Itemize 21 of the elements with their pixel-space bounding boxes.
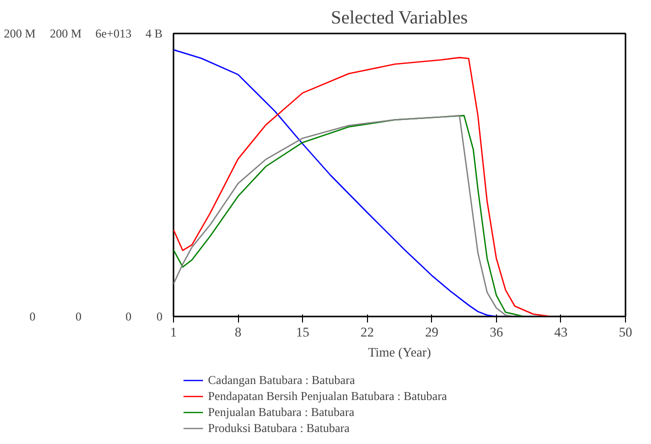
text: 0 — [30, 310, 36, 324]
legend-label: Penjualan Batubara : Batubara — [208, 404, 354, 420]
y3-tick-label: 200 M — [50, 26, 82, 40]
x-tick-label: 15 — [296, 324, 310, 340]
x-tick-label: 50 — [618, 324, 632, 340]
x-tick-label: 29 — [425, 324, 439, 340]
x-tick-label: 1 — [170, 324, 177, 340]
y-tick-label: 4 B — [145, 26, 163, 40]
y2-tick-label: 6e+013 — [95, 26, 132, 40]
legend-label: Pendapatan Bersih Penjualan Batubara : Batubara — [208, 388, 447, 404]
text: 200 M — [4, 26, 36, 40]
x-tick-label: 43 — [554, 324, 568, 340]
chart-title: Selected Variables — [330, 8, 468, 28]
y2-tick-label: 0 — [126, 310, 132, 324]
y3-tick-label: 0 — [76, 310, 82, 324]
x-tick-label: 36 — [490, 324, 504, 340]
legend-label: Produksi Batubara : Batubara — [208, 420, 350, 436]
x-tick-label: 22 — [360, 324, 374, 340]
x-axis-title: Time (Year) — [368, 344, 431, 360]
x-tick-label: 8 — [234, 324, 242, 340]
legend-label: Cadangan Batubara : Batubara — [208, 372, 355, 388]
